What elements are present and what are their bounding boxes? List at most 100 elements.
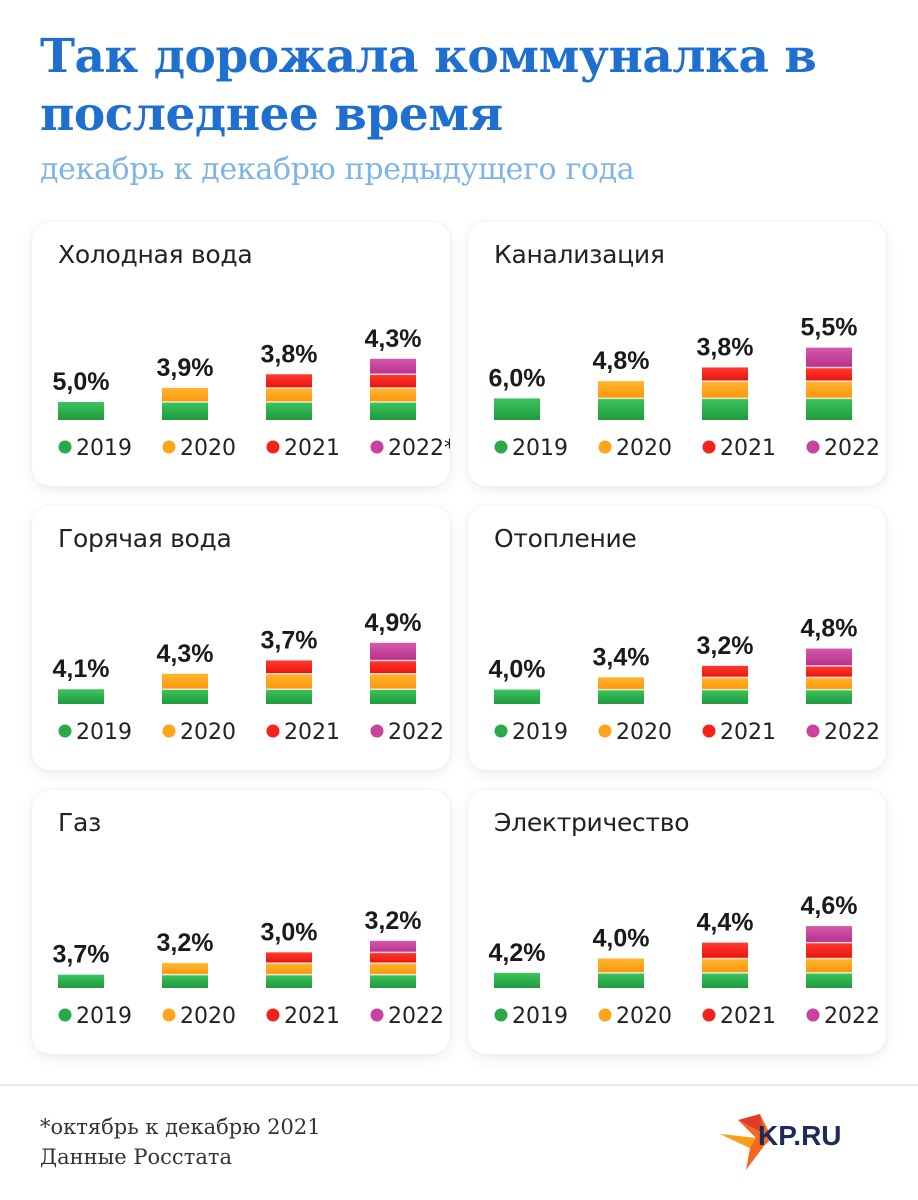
bar-segment-2021: [702, 367, 748, 382]
legend-dot: [806, 1008, 820, 1022]
legend-dot: [806, 440, 820, 454]
legend-dot: [370, 724, 384, 738]
bar-segment-2022: [370, 358, 416, 375]
bar-segment-2021: [266, 952, 312, 964]
bar-segment-2020: [598, 958, 644, 973]
bar-value-label: 3,7%: [261, 626, 318, 654]
bar-segment-2019: [494, 689, 540, 704]
legend-dot: [266, 1008, 280, 1022]
chart-svg: 4,0% 2019 3,4% 2020 3,2% 2021 4,8% 2022: [489, 615, 880, 745]
bar-value-label: 5,5%: [801, 314, 858, 342]
bar-segment-2019: [266, 974, 312, 988]
kp-bird-icon[interactable]: [716, 1108, 896, 1178]
panel-title: Холодная вода: [58, 240, 253, 269]
bar-segment-2021: [266, 660, 312, 674]
bar-segment-2019: [806, 689, 852, 704]
bar-segment-2020: [162, 673, 208, 690]
bar-segment-2020: [162, 387, 208, 402]
legend-year-label: 2019: [76, 1004, 132, 1029]
panel-title: Горячая вода: [58, 524, 232, 553]
bar-value-label: 6,0%: [489, 364, 546, 392]
legend-dot: [162, 724, 176, 738]
page-title: Так дорожала коммуналка в последнее врем…: [40, 29, 817, 142]
bar-segment-2020: [702, 677, 748, 690]
legend-year-label: 2020: [180, 436, 236, 461]
legend-dot: [58, 440, 72, 454]
legend-dot: [370, 440, 384, 454]
legend-dot: [702, 1008, 716, 1022]
legend-year-label: 2021: [720, 1004, 776, 1029]
bar-value-label: 4,9%: [365, 609, 422, 637]
bar-segment-2019: [702, 398, 748, 420]
chart-svg: 4,1% 2019 4,3% 2020 3,7% 2021 4,9% 2022: [53, 609, 444, 745]
legend-year-label: 2020: [616, 720, 672, 745]
footer-divider: [0, 1084, 918, 1086]
bar-value-label: 4,3%: [365, 325, 422, 353]
bar-segment-2021: [266, 374, 312, 388]
bar-value-label: 4,3%: [157, 640, 214, 668]
bar-value-label: 3,0%: [261, 918, 318, 946]
legend-year-label: 2022: [388, 1004, 444, 1029]
legend-year-label: 2021: [720, 436, 776, 461]
legend-year-label: 2019: [76, 720, 132, 745]
bar-segment-2020: [806, 677, 852, 690]
bar-segment-2019: [58, 974, 104, 988]
bar-segment-2019: [370, 689, 416, 704]
page-subtitle: декабрь к декабрю предыдущего года: [40, 152, 635, 187]
bar-segment-2020: [266, 673, 312, 690]
chart-panel-heating: Отопление 4,0% 2019 3,4% 2020 3,2% 2021 4,8% 20…: [468, 506, 886, 770]
bar-segment-2022: [370, 940, 416, 953]
legend-dot: [702, 440, 716, 454]
footnote-line-source: Данные Росстата: [40, 1145, 232, 1169]
bar-segment-2021: [806, 367, 852, 382]
panel-title: Отопление: [494, 524, 637, 553]
bar-segment-2019: [162, 974, 208, 988]
chart-svg: 5,0% 2019 3,9% 2020 3,8% 2021 4,3% 2022*: [53, 325, 450, 461]
chart-svg: 4,2% 2019 4,0% 2020 4,4% 2021 4,6% 2022: [489, 892, 880, 1029]
legend-year-label: 2022*: [388, 436, 450, 461]
legend-dot: [266, 724, 280, 738]
bar-segment-2019: [266, 689, 312, 704]
bar-value-label: 4,2%: [489, 939, 546, 967]
bar-segment-2019: [162, 402, 208, 420]
legend-dot: [598, 440, 612, 454]
legend-year-label: 2019: [76, 436, 132, 461]
bar-segment-2019: [598, 398, 644, 420]
bar-segment-2019: [702, 689, 748, 704]
bar-segment-2019: [494, 398, 540, 420]
bar-segment-2020: [266, 387, 312, 402]
legend-dot: [162, 1008, 176, 1022]
bar-segment-2022: [806, 648, 852, 666]
bar-value-label: 3,2%: [365, 907, 422, 935]
legend-dot: [266, 440, 280, 454]
bar-segment-2021: [370, 374, 416, 388]
legend-year-label: 2020: [180, 1004, 236, 1029]
panel-title: Канализация: [494, 240, 665, 269]
legend-dot: [370, 1008, 384, 1022]
footnote: *октябрь к декабрю 2021 Данные Росстата: [40, 1112, 321, 1172]
bar-segment-2019: [370, 402, 416, 420]
bar-value-label: 3,8%: [261, 340, 318, 368]
bar-value-label: 3,9%: [157, 354, 214, 382]
chart-svg: 3,7% 2019 3,2% 2020 3,0% 2021 3,2% 2022: [53, 907, 444, 1029]
bar-segment-2020: [598, 677, 644, 690]
bar-segment-2020: [162, 963, 208, 975]
legend-year-label: 2020: [616, 436, 672, 461]
legend-year-label: 2021: [720, 720, 776, 745]
chart-panel-cold-water: Холодная вода 5,0% 2019 3,9% 2020 3,8% 2021 4,…: [32, 222, 450, 486]
legend-dot: [162, 440, 176, 454]
bar-value-label: 3,2%: [697, 632, 754, 660]
bar-segment-2021: [370, 952, 416, 964]
logo-text[interactable]: KP.RU: [758, 1120, 842, 1151]
bar-value-label: 3,8%: [697, 333, 754, 361]
bar-segment-2021: [806, 665, 852, 678]
legend-year-label: 2022: [824, 720, 880, 745]
chart-panel-hot-water: Горячая вода 4,1% 2019 4,3% 2020 3,7% 2021 4,9…: [32, 506, 450, 770]
bar-value-label: 5,0%: [53, 368, 110, 396]
panel-title: Электричество: [494, 808, 690, 837]
legend-year-label: 2019: [512, 1004, 568, 1029]
bar-segment-2020: [806, 381, 852, 399]
legend-year-label: 2022: [388, 720, 444, 745]
legend-dot: [58, 1008, 72, 1022]
legend-year-label: 2022: [824, 436, 880, 461]
